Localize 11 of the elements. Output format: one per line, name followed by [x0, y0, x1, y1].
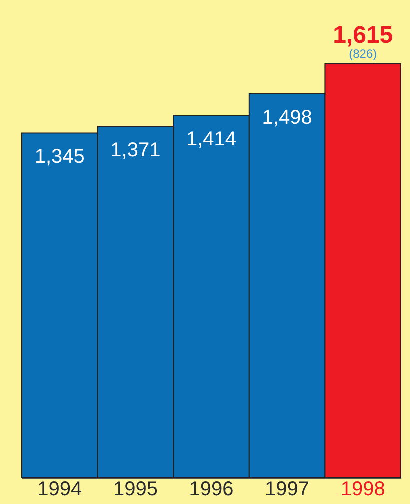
- data-label: 1,498: [262, 106, 312, 129]
- x-tick-label: 1994: [38, 478, 82, 500]
- x-tick-label: 1995: [113, 478, 158, 500]
- annotation: (826): [349, 47, 378, 61]
- data-label: 1,371: [110, 140, 161, 162]
- data-label: 1,414: [186, 128, 237, 151]
- data-label: 1,345: [34, 146, 85, 168]
- x-tick-label: 1997: [265, 478, 310, 500]
- x-tick-label: 1998: [340, 478, 386, 500]
- data-label: 1,615: [333, 22, 394, 49]
- x-tick-label: 1996: [189, 478, 234, 500]
